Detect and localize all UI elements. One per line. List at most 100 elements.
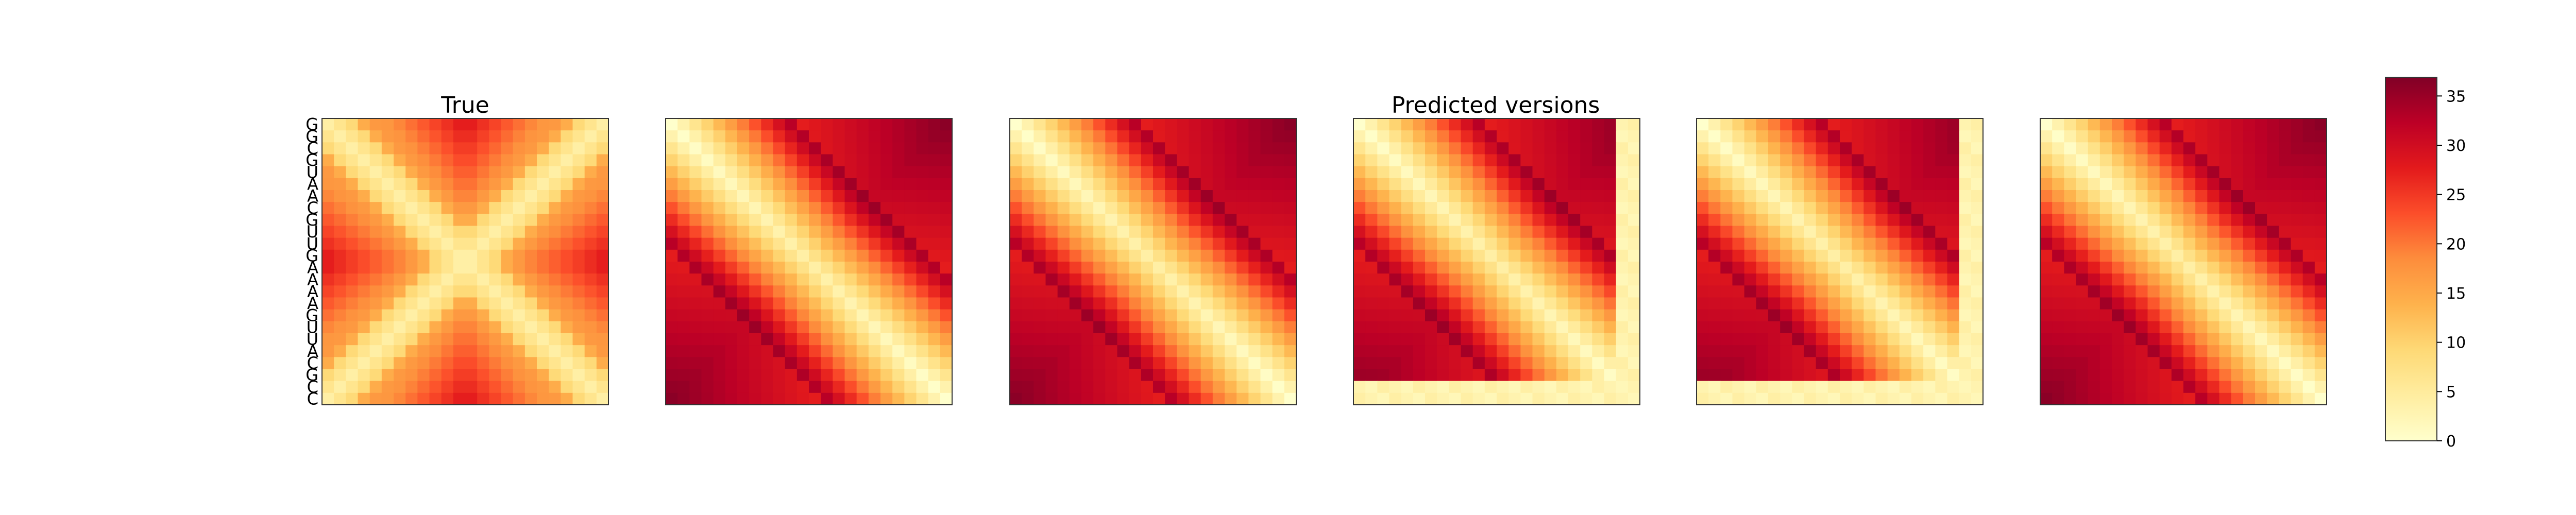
heatmap-cell [2207,142,2220,155]
heatmap-cell [2219,118,2232,131]
heatmap-cell [916,249,929,262]
heatmap-cell [417,369,430,382]
heatmap-cell [2243,357,2256,370]
heatmap-cell [429,166,442,179]
heatmap-cell [1177,321,1190,334]
heatmap-cell [501,392,514,405]
heatmap-cell [394,369,406,382]
heatmap-cell [2195,285,2208,298]
heatmap-cell [1081,262,1094,274]
heatmap-cell [1863,190,1876,202]
heatmap-cell [1768,392,1781,405]
heatmap-cell [1033,321,1046,334]
heatmap-cell [2195,297,2208,310]
heatmap-cell [1520,333,1533,346]
heatmap-cell [417,178,430,191]
heatmap-cell [1413,369,1426,382]
heatmap-cell [1177,297,1190,310]
heatmap-cell [524,190,537,202]
heatmap-cell [1840,190,1852,202]
heatmap-cell [761,178,774,191]
heatmap-cell [1165,202,1177,214]
heatmap-cell [1365,345,1378,357]
heatmap-cell [1792,154,1805,167]
heatmap-cell [785,285,798,298]
heatmap-cell [1236,178,1249,191]
heatmap-cell [2171,226,2184,238]
heatmap-cell [1472,249,1485,262]
heatmap-cell [441,369,454,382]
heatmap-cell [2207,130,2220,143]
heatmap-frame [1353,118,1640,405]
heatmap-cell [833,118,845,131]
heatmap-cell [856,237,869,250]
heatmap-cell [1556,202,1569,214]
heatmap-cell [1449,309,1462,322]
heatmap-cell [1911,237,1924,250]
heatmap-cell [501,178,514,191]
heatmap-cell [572,333,585,346]
heatmap-cell [2040,142,2053,155]
heatmap-cell [1165,214,1177,227]
heatmap-cell [1365,190,1378,202]
heatmap-cell [1720,297,1733,310]
heatmap-cell [322,118,334,131]
heatmap-cell [2183,273,2196,286]
heatmap-cell [2136,345,2148,357]
heatmap-cell [1604,237,1617,250]
sequence-label: C [307,139,318,158]
heatmap-cell [773,262,786,274]
heatmap-cell [537,273,549,286]
heatmap-cell [761,273,774,286]
heatmap-cell [1069,369,1082,382]
heatmap-cell [2171,309,2184,322]
heatmap-cell [785,381,798,393]
heatmap-cell [2064,237,2077,250]
heatmap-cell [1105,381,1118,393]
heatmap-cell [524,249,537,262]
heatmap-cell [2076,333,2089,346]
heatmap-cell [1697,345,1709,357]
heatmap-cell [524,154,537,167]
heatmap-cell [904,214,917,227]
heatmap-cell [1153,226,1165,238]
heatmap-cell [701,214,714,227]
heatmap-cell [677,297,690,310]
heatmap-cell [2136,333,2148,346]
heatmap-cell [713,214,726,227]
heatmap-cell [1033,118,1046,131]
heatmap-cell [524,118,537,131]
heatmap-cell [1899,333,1912,346]
heatmap-cell [1165,285,1177,298]
heatmap-cell [1425,321,1437,334]
heatmap-cell [489,357,502,370]
heatmap-cell [1732,321,1745,334]
heatmap-cell [1911,178,1924,191]
heatmap-cell [1768,297,1781,310]
heatmap-cell [1141,392,1154,405]
heatmap-cell [1022,357,1034,370]
heatmap-cell [666,321,678,334]
heatmap-cell [1177,178,1190,191]
heatmap-cell [1509,381,1521,393]
heatmap-cell [334,262,346,274]
heatmap-cell [369,369,382,382]
heatmap-cell [1971,214,1984,227]
heatmap-cell [773,130,786,143]
heatmap-cell [1449,381,1462,393]
sequence-label: G [306,115,318,134]
heatmap-cell [584,333,597,346]
heatmap-cell [572,309,585,322]
heatmap-cell [2231,309,2244,322]
heatmap-cell [1461,262,1473,274]
heatmap-cell [2183,262,2196,274]
heatmap-cell [1520,321,1533,334]
heatmap-cell [1212,321,1225,334]
heatmap-cell [1105,130,1118,143]
heatmap-cell [1827,226,1840,238]
heatmap-cell [666,142,678,155]
heatmap-cell [381,202,394,214]
heatmap-cell [537,297,549,310]
heatmap-cell [1449,357,1462,370]
heatmap-cell [1022,333,1034,346]
